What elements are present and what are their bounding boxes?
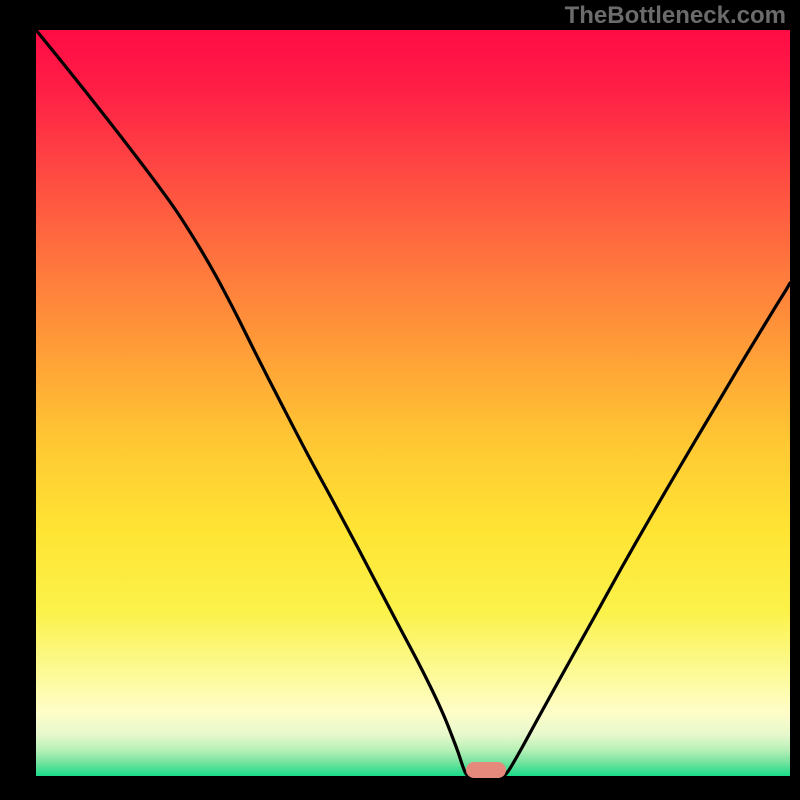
optimal-marker bbox=[466, 762, 506, 778]
bottleneck-curve bbox=[0, 0, 800, 800]
watermark-text: TheBottleneck.com bbox=[565, 2, 786, 30]
